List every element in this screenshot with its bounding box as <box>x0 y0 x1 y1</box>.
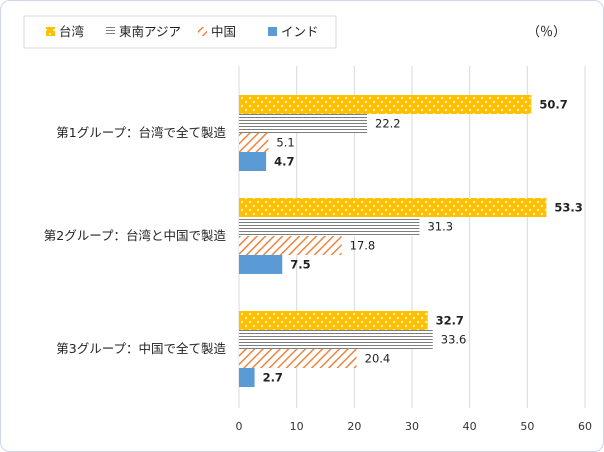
category-label: 第3グループ：中国で全て製造 <box>56 341 226 356</box>
bar-2-1 <box>239 114 368 133</box>
x-axis-ticks: 0 10 20 30 40 50 60 <box>236 420 593 433</box>
legend-label: インド <box>281 24 319 39</box>
category-label: 第1グループ：台湾で全て製造 <box>56 125 226 140</box>
bar-1-1 <box>239 95 532 114</box>
x-tick-label: 50 <box>520 420 534 433</box>
bar-3-2 <box>239 236 342 255</box>
value-label: 32.7 <box>436 314 464 328</box>
category-label: 第2グループ：台湾と中国で製造 <box>44 228 227 243</box>
bar-1-2 <box>239 198 547 217</box>
bars <box>239 95 547 387</box>
x-tick-label: 60 <box>578 420 592 433</box>
legend-label: 東南アジア <box>119 24 181 39</box>
value-labels: 50.7 22.2 5.1 4.7 53.3 31.3 17.8 7.5 32.7 33.6 20.… <box>263 98 583 385</box>
value-label: 4.7 <box>274 155 294 169</box>
value-label: 22.2 <box>375 117 401 131</box>
legend-box <box>23 15 337 49</box>
bar-2-3 <box>239 330 433 349</box>
x-tick-label: 30 <box>405 420 419 433</box>
value-label: 31.3 <box>427 220 453 234</box>
legend-label: 中国 <box>211 24 236 39</box>
legend-label: 台湾 <box>59 24 84 39</box>
value-label: 7.5 <box>290 258 310 272</box>
value-label: 17.8 <box>350 239 376 253</box>
value-label: 53.3 <box>554 201 582 215</box>
legend-swatch <box>46 27 55 36</box>
legend-swatch <box>106 27 115 36</box>
bar-4-2 <box>239 255 283 274</box>
value-label: 5.1 <box>276 136 294 150</box>
bar-3-1 <box>239 133 269 152</box>
bar-4-1 <box>239 152 267 171</box>
bar-2-2 <box>239 217 420 236</box>
legend-swatch <box>268 27 277 36</box>
value-label: 20.4 <box>365 352 391 366</box>
category-labels: 第1グループ：台湾で全て製造第2グループ：台湾と中国で製造第3グループ：中国で全… <box>44 125 227 356</box>
unit-label: （％） <box>527 25 566 40</box>
x-tick-label: 0 <box>236 420 243 433</box>
value-label: 33.6 <box>441 333 467 347</box>
value-label: 2.7 <box>263 371 283 385</box>
bar-3-3 <box>239 349 357 368</box>
legend-swatch <box>198 27 207 36</box>
bar-1-3 <box>239 311 428 330</box>
x-tick-label: 40 <box>463 420 477 433</box>
x-tick-label: 10 <box>290 420 304 433</box>
bar-4-3 <box>239 368 255 387</box>
legend: 台湾 東南アジア 中国 インド <box>46 24 319 39</box>
value-label: 50.7 <box>539 98 567 112</box>
x-tick-label: 20 <box>347 420 361 433</box>
